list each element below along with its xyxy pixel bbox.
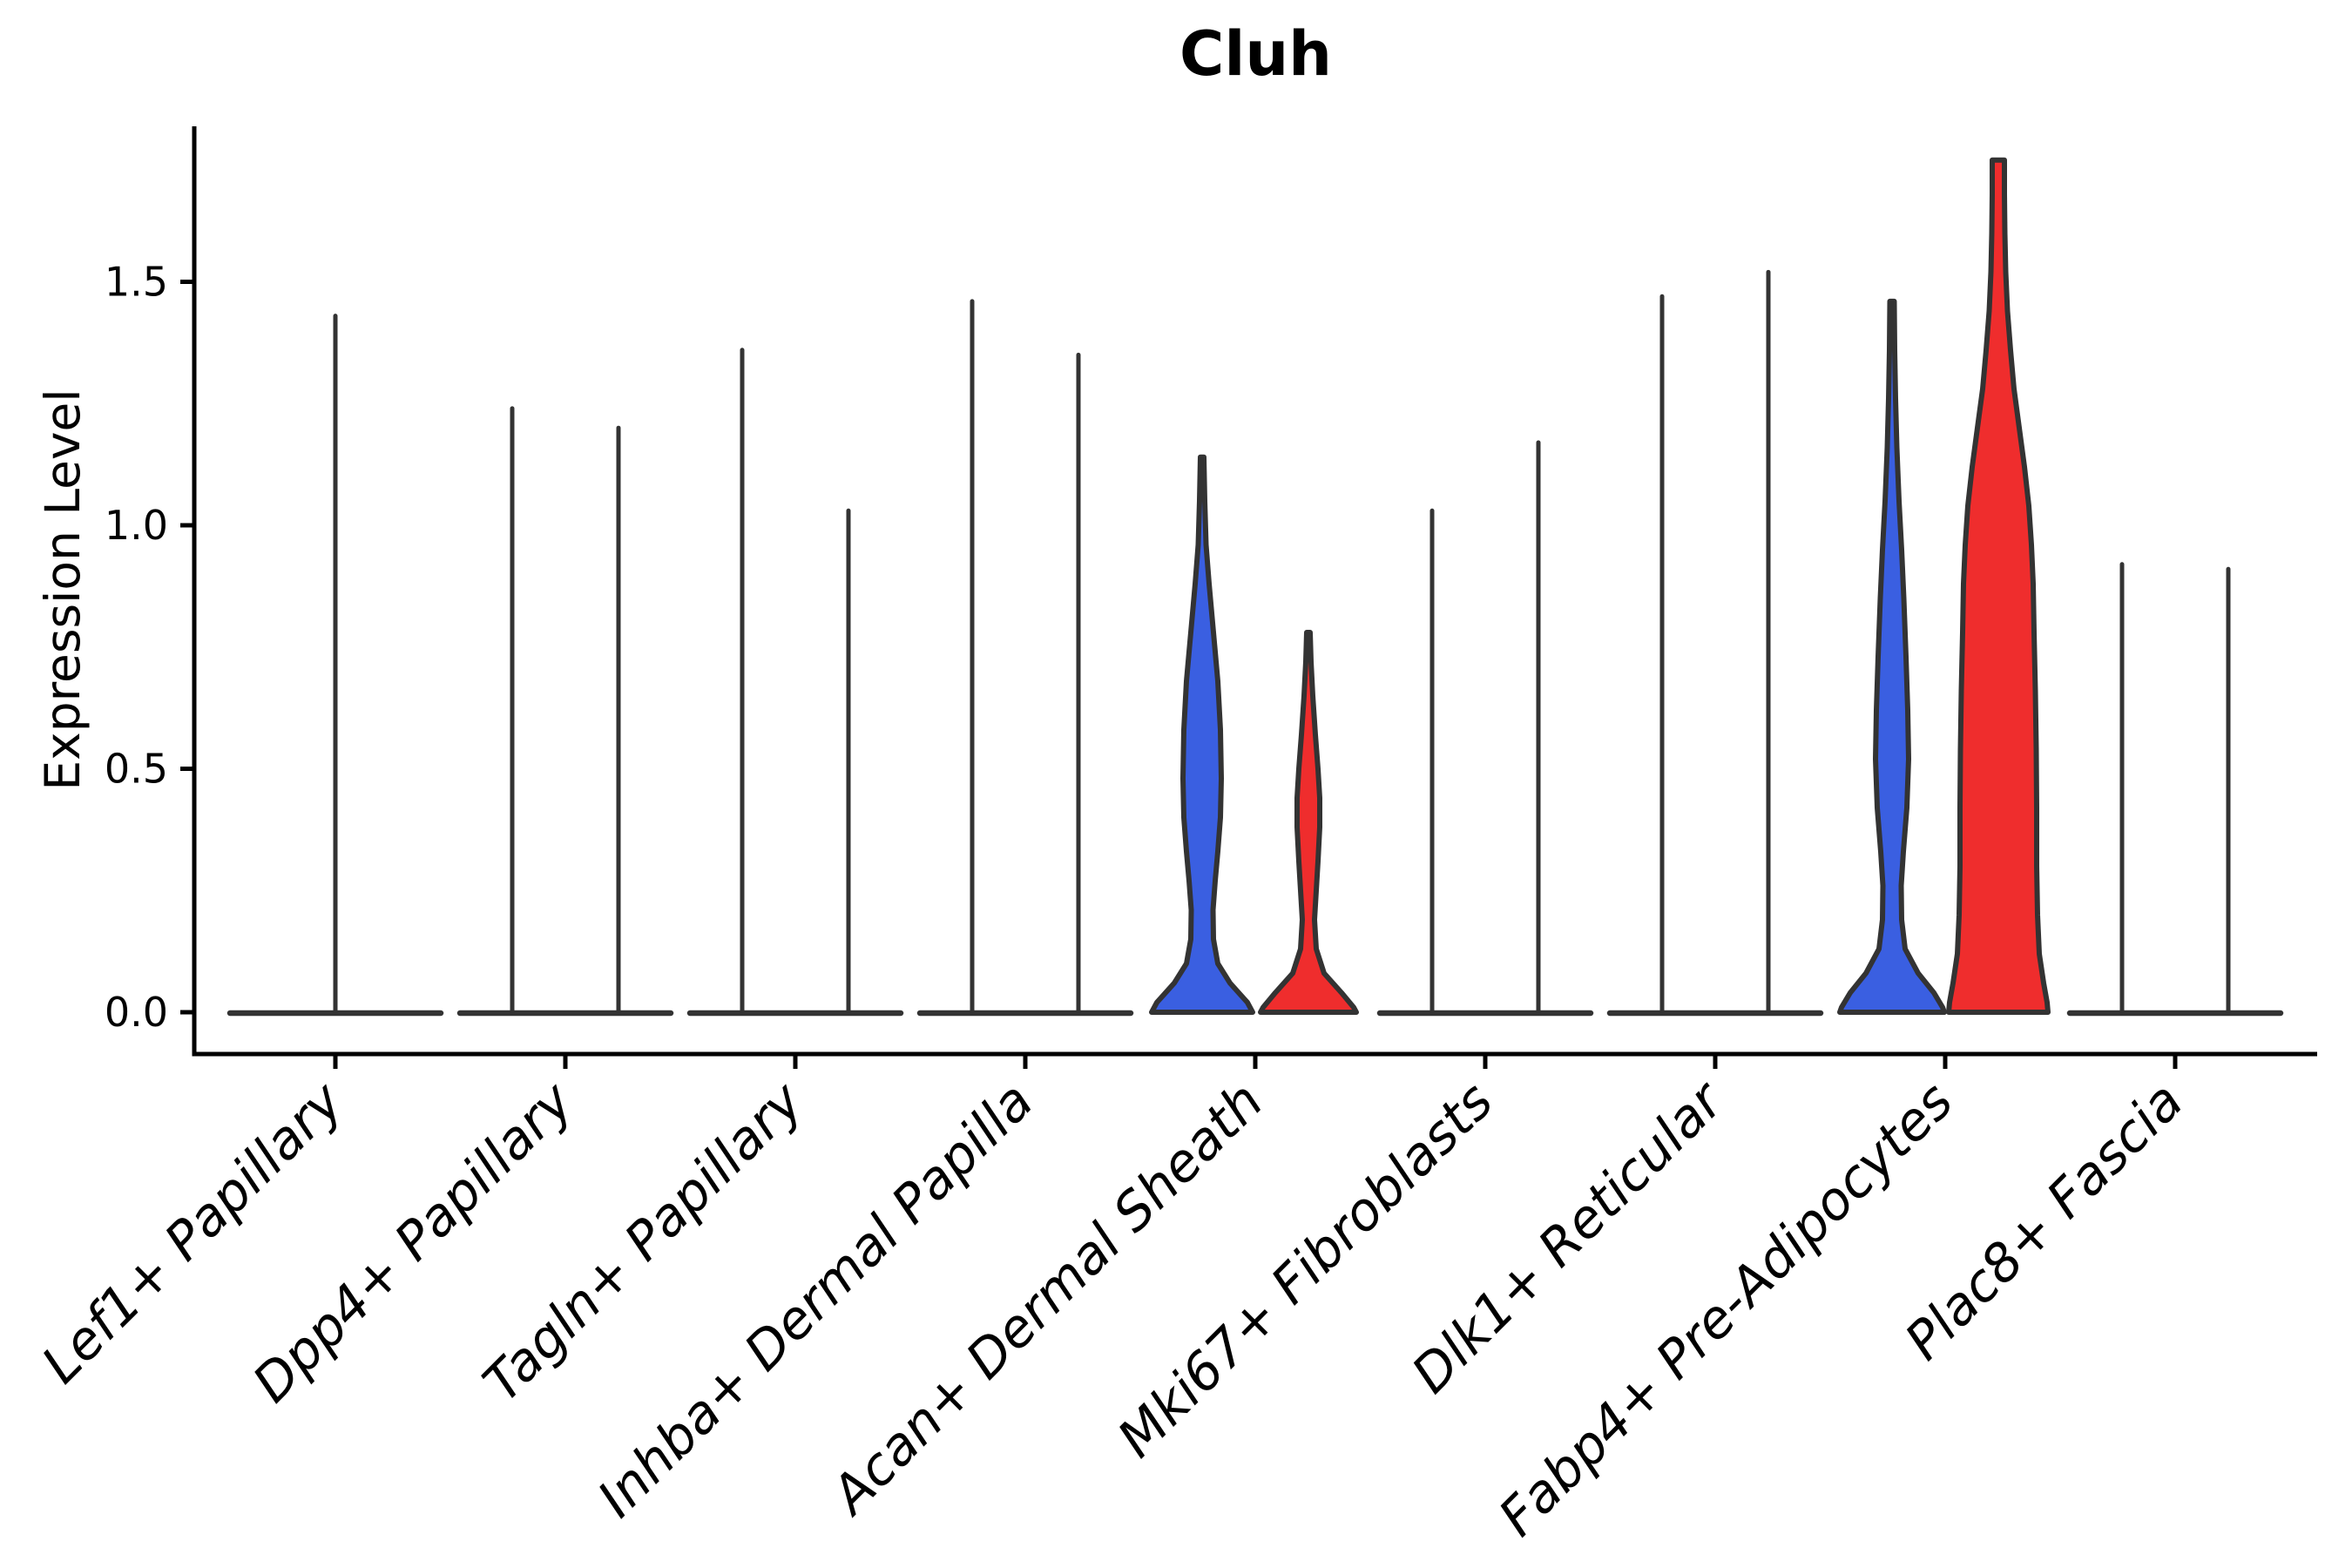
violin-density bbox=[1258, 630, 1359, 1015]
violin-density bbox=[1149, 454, 1255, 1015]
y-tick-label: 1.5 bbox=[105, 259, 168, 306]
x-tick-label: Inhba+ Dermal Papilla bbox=[586, 1071, 1044, 1529]
violin-density bbox=[1837, 298, 1947, 1015]
x-tick-label: Mki67+ Fibroblasts bbox=[1106, 1071, 1505, 1470]
y-tick-label: 1.0 bbox=[105, 502, 168, 549]
y-tick-label: 0.0 bbox=[105, 989, 168, 1036]
chart-title: Cluh bbox=[1179, 18, 1333, 90]
violin-density bbox=[1946, 157, 2051, 1015]
y-tick-label: 0.5 bbox=[105, 746, 168, 793]
x-tick-label: Fabp4+ Pre-Adipocytes bbox=[1487, 1071, 1964, 1548]
x-tick-label: Acan+ Dermal Sheath bbox=[818, 1071, 1275, 1528]
